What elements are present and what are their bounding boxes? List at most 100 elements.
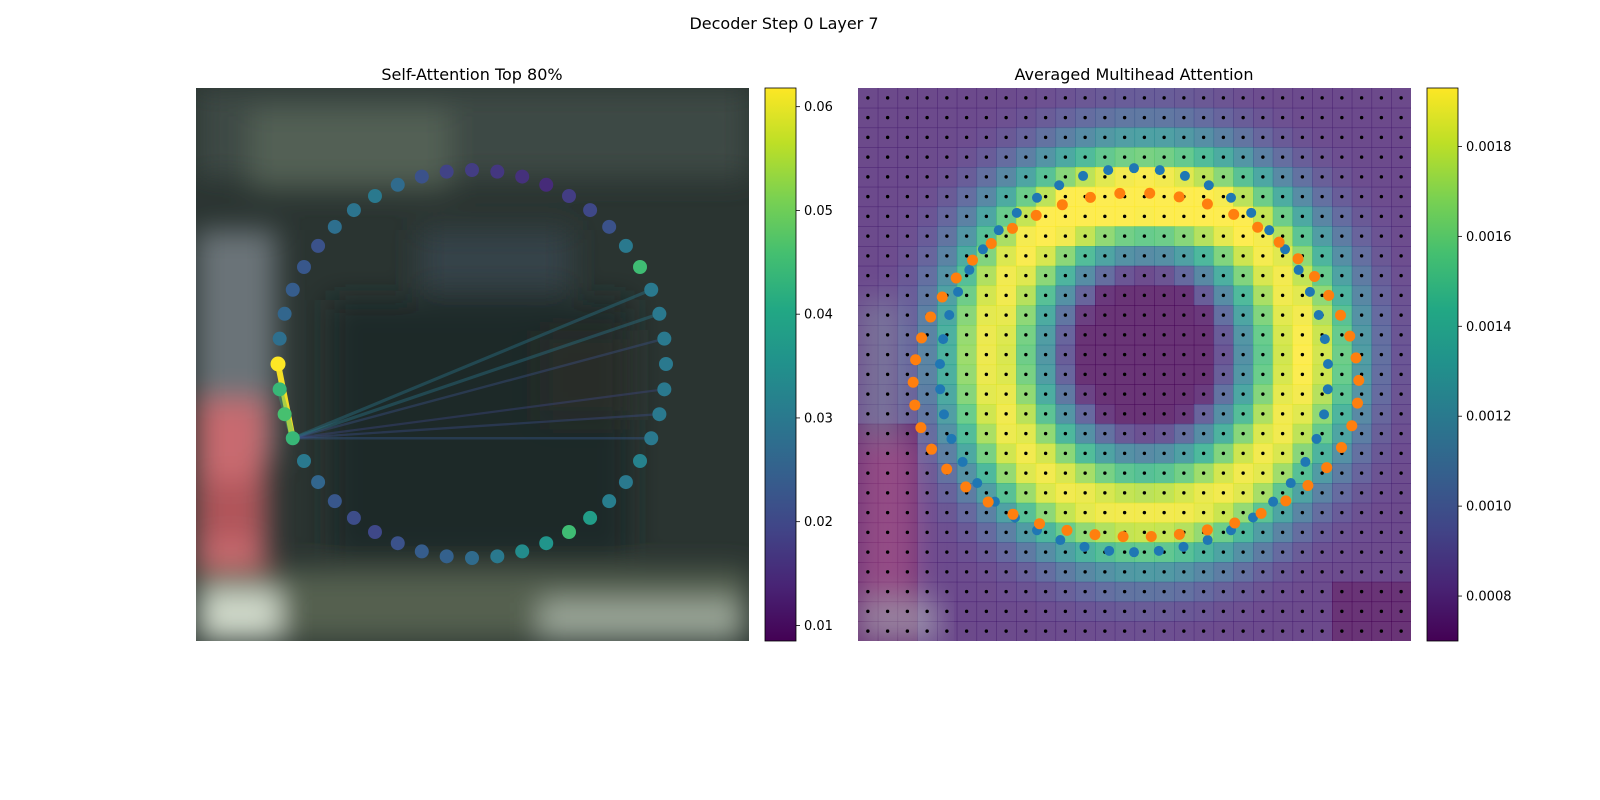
grid-dot [1300,451,1305,456]
ring-point [285,431,300,446]
grid-dot [1320,372,1324,377]
grid-dot [1083,530,1087,535]
grid-dot [1182,214,1186,219]
grid-dot [905,491,910,495]
grid-dot [1320,352,1324,357]
grid-dot [1063,629,1068,633]
grid-dot [1083,471,1087,475]
grid-dot [1399,214,1403,219]
grid-dot [1280,194,1285,199]
grid-dot [1399,510,1403,515]
grid-dot [1142,214,1147,219]
grid-dot [1063,412,1068,416]
grid-dot [905,412,910,416]
grid-dot [1320,175,1324,179]
grid-dot [1063,431,1068,436]
grid-dot [905,352,910,357]
grid-dot [964,333,969,337]
blue-point [1323,359,1333,369]
grid-dot [1122,313,1127,317]
grid-dot [1399,372,1403,377]
grid-dot [1043,629,1048,633]
grid-dot [866,550,870,554]
grid-dot [1063,135,1068,140]
grid-dot [1399,412,1403,416]
ring-point [602,494,617,509]
grid-dot [1182,313,1186,317]
grid-dot [1241,194,1245,199]
grid-dot [925,491,929,495]
grid-dot [1024,135,1028,140]
grid-dot [1063,392,1068,396]
blue-point [964,264,975,275]
grid-dot [1103,471,1107,475]
grid-dot [1063,471,1068,475]
grid-dot [1379,609,1384,614]
grid-dot [1241,392,1245,396]
grid-dot [1340,589,1344,594]
grid-dot [1359,372,1364,377]
grid-dot [964,451,969,456]
grid-dot [1043,214,1048,219]
grid-dot [1300,392,1305,396]
grid-dot [964,570,969,574]
grid-dot [1320,431,1324,436]
grid-dot [1300,589,1305,594]
grid-dot [885,194,890,199]
grid-dot [1004,234,1008,238]
grid-dot [984,115,989,120]
ring-point [390,536,405,551]
grid-dot [905,115,910,120]
grid-dot [984,313,989,317]
grid-dot [1300,372,1305,377]
grid-dot [1399,451,1403,456]
grid-dot [1122,589,1127,594]
grid-dot [1261,451,1265,456]
grid-dot [1300,313,1305,317]
image-overlay [858,300,938,641]
grid-dot [1280,313,1285,317]
grid-dot [1043,589,1048,594]
grid-dot [1043,431,1048,436]
grid-dot [945,589,949,594]
grid-dot [1063,115,1068,120]
grid-dot [1300,214,1305,219]
grid-dot [984,510,989,515]
grid-dot [1103,412,1107,416]
grid-dot [1201,392,1206,396]
grid-dot [1221,194,1226,199]
grid-dot [1280,570,1285,574]
grid-dot [925,175,929,179]
grid-dot [925,135,929,140]
attention-line [291,413,661,440]
grid-dot [1063,175,1068,179]
grid-dot [984,234,989,238]
blue-point [1246,207,1257,218]
grid-dot [1221,510,1226,515]
grid-dot [1399,471,1403,475]
grid-dot [1182,570,1186,574]
grid-dot [964,589,969,594]
orange-point [1061,524,1073,536]
grid-dot [984,609,989,614]
grid-dot [984,175,989,179]
grid-dot [1280,175,1285,179]
grid-dot [1043,194,1048,199]
grid-dot [1221,431,1226,436]
grid-dot [984,451,989,456]
grid-dot [866,194,870,199]
grid-dot [1122,491,1127,495]
grid-dot [1182,431,1186,436]
grid-dot [1320,96,1324,100]
grid-dot [1103,609,1107,614]
grid-dot [1300,234,1305,238]
grid-dot [1142,254,1147,258]
grid-dot [1063,194,1068,199]
grid-dot [1280,412,1285,416]
grid-dot [1004,570,1008,574]
grid-dot [1261,115,1265,120]
colorbar-tick-label: 0.0016 [1466,230,1512,245]
orange-point [982,496,994,508]
grid-dot [866,175,870,179]
grid-dot [1024,155,1028,159]
